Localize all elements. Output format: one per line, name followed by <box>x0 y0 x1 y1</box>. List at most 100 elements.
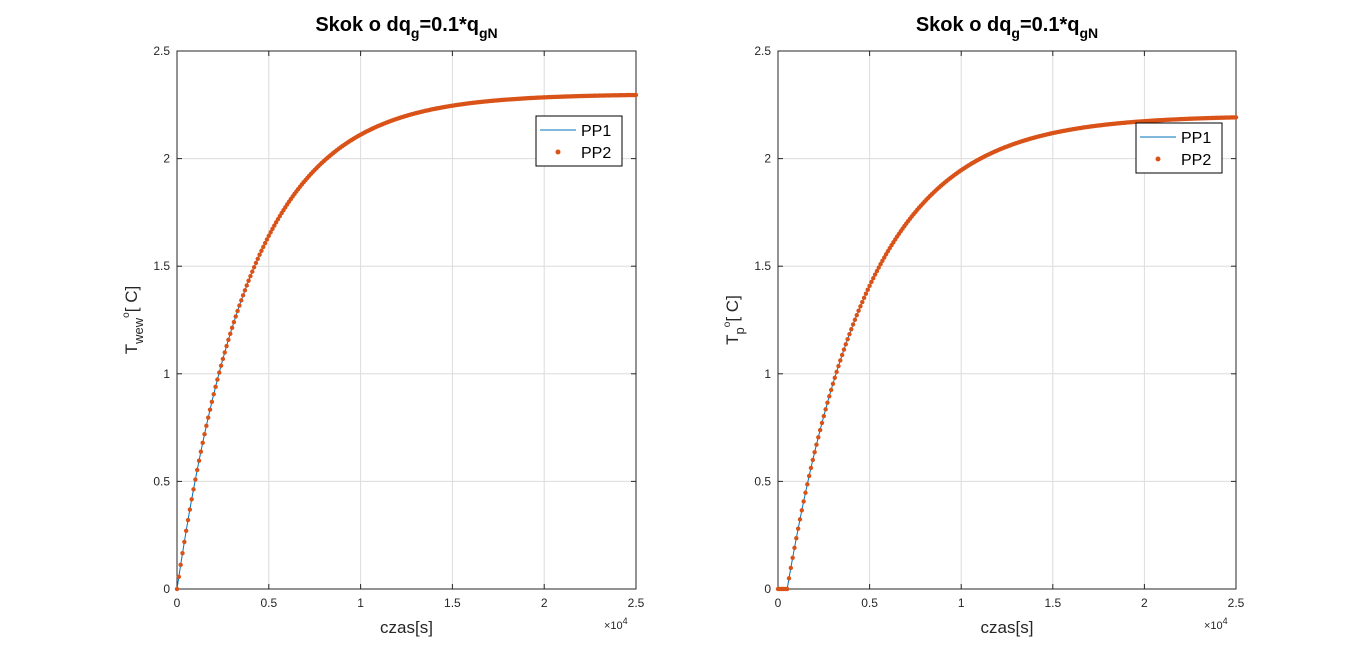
data-point <box>217 370 222 375</box>
data-point <box>178 562 183 568</box>
data-point <box>843 342 848 347</box>
x-tick-label: 1 <box>958 596 965 610</box>
data-point <box>849 327 854 332</box>
data-point <box>856 308 861 313</box>
data-point <box>803 490 808 495</box>
y-axis-label: Tpo[ C] <box>722 295 747 345</box>
data-point <box>834 369 839 375</box>
x-tick-label: 1 <box>357 596 364 610</box>
ylabel-tail: [ C] <box>723 295 742 321</box>
x-axis-label: czas[s] <box>380 618 433 637</box>
x-tick-label: 1.5 <box>1044 596 1061 610</box>
legend-swatch-dot <box>555 149 561 155</box>
ylabel-main: T <box>723 334 742 344</box>
series-pp2-points <box>174 92 639 592</box>
data-point <box>226 337 231 343</box>
legend-box <box>1135 122 1223 174</box>
data-point <box>874 268 880 274</box>
data-point <box>240 293 246 298</box>
data-point <box>248 273 253 279</box>
data-point <box>206 415 211 420</box>
data-point <box>272 223 277 228</box>
data-point <box>209 399 215 405</box>
data-point <box>841 347 847 352</box>
title-sub-gN: gN <box>1079 25 1098 41</box>
ylabel-main: T <box>122 344 141 354</box>
chart-title: Skok o dqg=0.1*qgN <box>916 14 1098 41</box>
data-point <box>253 260 259 266</box>
x-multiplier: ×104 <box>604 616 628 632</box>
ylabel-tail: [ C] <box>122 286 141 312</box>
data-point <box>784 586 790 592</box>
data-point <box>251 265 257 270</box>
y-tick-label: 0.5 <box>754 474 771 488</box>
title-mid: =0.1*q <box>1020 14 1079 36</box>
y-tick-label: 1 <box>764 367 771 381</box>
data-point <box>860 299 865 305</box>
legend-label: PP2 <box>1181 152 1211 169</box>
data-point <box>268 230 273 235</box>
data-point <box>810 457 816 463</box>
data-point <box>825 400 830 405</box>
x-tick-label: 2 <box>541 596 548 610</box>
data-point <box>865 287 870 292</box>
data-point <box>812 450 817 455</box>
data-point <box>242 288 248 293</box>
y-tick-label: 0 <box>764 582 771 596</box>
data-point <box>255 256 260 261</box>
data-point <box>863 291 869 296</box>
title-sub-gN: gN <box>479 25 498 41</box>
data-point <box>847 331 852 337</box>
data-point <box>202 432 207 437</box>
data-point <box>229 325 235 331</box>
y-tick-label: 2.5 <box>754 44 771 58</box>
data-point <box>189 497 194 502</box>
data-point <box>266 233 271 239</box>
data-point <box>788 565 794 571</box>
data-point <box>246 278 251 283</box>
data-point <box>819 420 825 426</box>
series-pp2-points <box>775 115 1239 592</box>
data-point <box>838 358 843 363</box>
data-point <box>264 237 270 242</box>
data-point <box>821 413 826 419</box>
data-point <box>828 387 834 393</box>
data-point <box>250 269 255 274</box>
data-point <box>235 308 240 314</box>
y-tick-label: 2 <box>163 152 170 166</box>
data-point <box>806 473 812 479</box>
data-point <box>233 314 238 319</box>
x-tick-label: 1.5 <box>444 596 461 610</box>
data-point <box>852 317 858 322</box>
axes-box <box>176 50 637 590</box>
x-axis-label: czas[s] <box>981 618 1034 637</box>
data-point <box>231 319 237 325</box>
data-point <box>871 276 876 281</box>
data-point <box>211 392 216 397</box>
title-sub-g: g <box>1011 25 1020 41</box>
y-tick-label: 0.5 <box>153 474 170 488</box>
data-point <box>200 440 205 446</box>
x-multiplier-base: ×10 <box>1204 620 1223 632</box>
data-point <box>805 482 810 487</box>
data-point <box>854 312 859 318</box>
data-point <box>790 555 795 560</box>
x-multiplier-exp: 4 <box>1223 616 1228 626</box>
data-point <box>823 407 828 412</box>
data-point <box>176 574 182 579</box>
x-tick-label: 0 <box>775 596 782 610</box>
data-point <box>182 539 187 545</box>
y-tick-label: 2 <box>764 152 771 166</box>
data-point <box>633 92 639 98</box>
data-point <box>207 407 213 412</box>
data-point <box>801 499 806 504</box>
data-point <box>876 265 881 270</box>
data-point <box>872 272 878 277</box>
data-point <box>259 248 264 253</box>
data-point <box>808 465 814 471</box>
title-main: Skok o dq <box>916 14 1012 36</box>
x-tick-label: 0.5 <box>861 596 878 610</box>
